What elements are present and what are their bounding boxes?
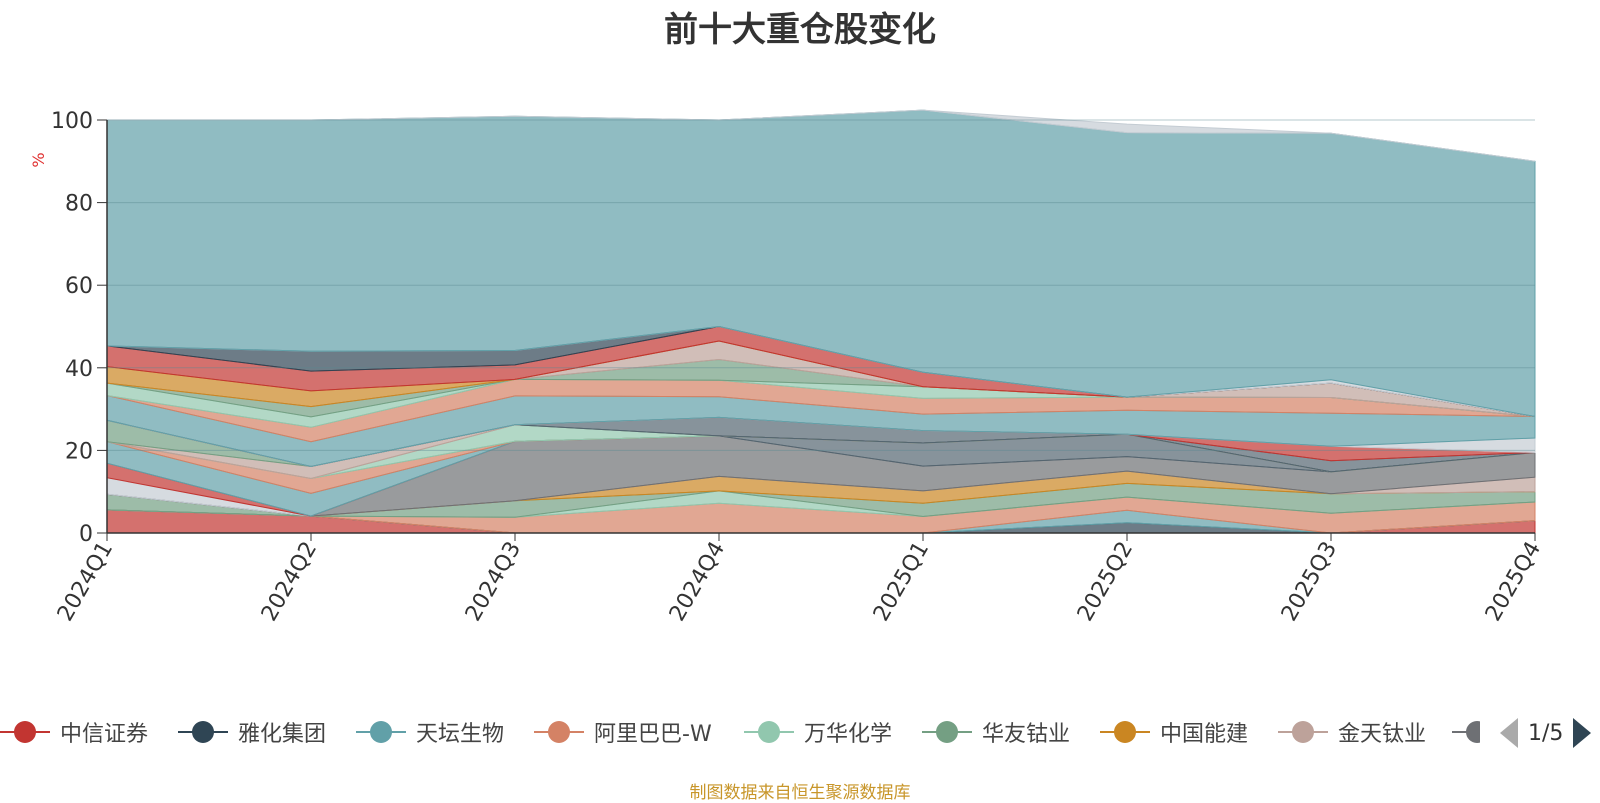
y-tick-label: 40	[65, 357, 93, 382]
legend-marker-icon	[744, 717, 794, 747]
y-tick-label: 80	[65, 192, 93, 217]
x-tick-label: 2024Q4	[665, 538, 730, 626]
y-tick-label: 20	[65, 439, 93, 464]
pager-prev-icon[interactable]	[1500, 718, 1518, 748]
legend-item[interactable]: 天坛生物	[356, 712, 504, 752]
legend-label: 天坛生物	[416, 722, 505, 747]
legend-item[interactable]: 中信证券	[0, 712, 148, 752]
legend-marker-icon	[0, 717, 50, 747]
legend-marker-icon	[356, 717, 406, 747]
legend-marker-icon	[534, 717, 584, 747]
x-tick-label: 2024Q1	[53, 538, 118, 626]
legend-label: 阿里巴巴-W	[594, 722, 712, 747]
legend-label: 万华化学	[804, 722, 893, 747]
legend-item-truncated[interactable]	[1452, 717, 1480, 747]
x-tick-label: 2025Q2	[1073, 538, 1138, 626]
chart-title: 前十大重仓股变化	[664, 10, 936, 50]
legend-item[interactable]: 万华化学	[744, 712, 892, 752]
legend-item[interactable]: 金天钛业	[1278, 712, 1426, 752]
y-axis-unit: %	[29, 152, 48, 167]
legend: 中信证券 雅化集团 天坛生物 阿里巴巴-W 万华化学 华友钴业 中国能建 金天钛业	[0, 712, 1600, 752]
legend-item[interactable]: 中国能建	[1100, 712, 1248, 752]
pager-text: 1/5	[1528, 720, 1564, 746]
x-tick-label: 2025Q4	[1481, 538, 1546, 626]
legend-item[interactable]: 华友钴业	[922, 712, 1070, 752]
pager-next-icon[interactable]	[1573, 718, 1592, 748]
y-tick-label: 0	[79, 522, 93, 547]
x-tick-label: 2025Q3	[1277, 538, 1342, 626]
legend-label: 中国能建	[1160, 722, 1249, 747]
y-tick-label: 60	[65, 274, 93, 299]
legend-label: 华友钴业	[982, 722, 1071, 747]
y-tick-label: 100	[51, 109, 93, 134]
x-tick-label: 2025Q1	[869, 538, 934, 626]
legend-item[interactable]: 雅化集团	[178, 712, 326, 752]
legend-marker-icon	[178, 717, 228, 747]
legend-marker-icon	[1278, 717, 1328, 747]
x-tick-label: 2024Q2	[257, 538, 322, 626]
area-series	[106, 109, 1536, 534]
area-series-30	[107, 109, 1536, 162]
legend-marker-icon	[922, 717, 972, 747]
legend-label: 雅化集团	[238, 722, 327, 747]
chart-plot: 0 20 40 60 80 100 2024Q1 2024Q2 2024Q3 2024Q4 2025…	[29, 109, 1546, 626]
legend-item[interactable]: 阿里巴巴-W	[534, 712, 712, 752]
x-tick-label: 2024Q3	[461, 538, 526, 626]
legend-label: 中信证券	[60, 722, 149, 747]
legend-pager: 1/5	[1500, 716, 1592, 750]
data-source-note: 制图数据来自恒生聚源数据库	[689, 783, 911, 803]
legend-marker-icon	[1100, 717, 1150, 747]
legend-label: 金天钛业	[1338, 722, 1427, 747]
